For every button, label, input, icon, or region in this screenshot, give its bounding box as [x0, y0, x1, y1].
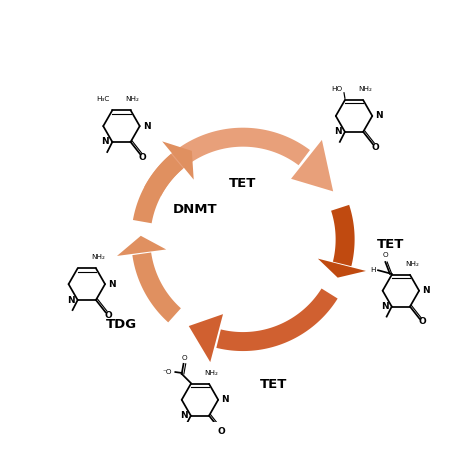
Text: N: N [381, 302, 389, 311]
Polygon shape [133, 154, 183, 223]
Polygon shape [189, 314, 223, 362]
Text: O: O [182, 355, 187, 361]
Text: O: O [104, 311, 112, 320]
Text: N: N [109, 280, 116, 289]
Text: NH₂: NH₂ [405, 261, 419, 266]
Text: N: N [143, 122, 151, 131]
Polygon shape [291, 140, 333, 191]
Text: HO: HO [331, 86, 342, 92]
Text: O: O [217, 427, 225, 436]
Polygon shape [331, 205, 355, 266]
Text: O: O [418, 318, 426, 327]
Polygon shape [132, 253, 181, 322]
Text: TDG: TDG [106, 318, 137, 331]
Text: N: N [101, 137, 109, 146]
Text: O: O [383, 252, 388, 258]
Text: O: O [139, 153, 146, 162]
Polygon shape [117, 236, 166, 256]
Text: TET: TET [229, 177, 256, 190]
Text: N: N [422, 286, 430, 295]
Text: ⁻O: ⁻O [162, 369, 172, 375]
Polygon shape [216, 289, 337, 351]
Text: N: N [67, 295, 74, 304]
Text: H: H [371, 267, 376, 273]
Polygon shape [162, 141, 194, 180]
Text: DNMT: DNMT [173, 203, 218, 216]
Text: NH₂: NH₂ [358, 86, 372, 92]
Text: NH₂: NH₂ [91, 254, 105, 260]
Text: N: N [180, 411, 188, 420]
Text: H₃C: H₃C [96, 96, 109, 102]
Text: N: N [334, 128, 342, 137]
Text: N: N [375, 111, 383, 120]
Text: O: O [371, 143, 379, 152]
Text: NH₂: NH₂ [204, 370, 218, 376]
Text: TET: TET [377, 238, 405, 251]
Text: N: N [221, 395, 229, 404]
Text: TET: TET [260, 378, 287, 391]
Polygon shape [318, 259, 366, 278]
Polygon shape [144, 128, 310, 196]
Text: NH₂: NH₂ [126, 96, 139, 102]
